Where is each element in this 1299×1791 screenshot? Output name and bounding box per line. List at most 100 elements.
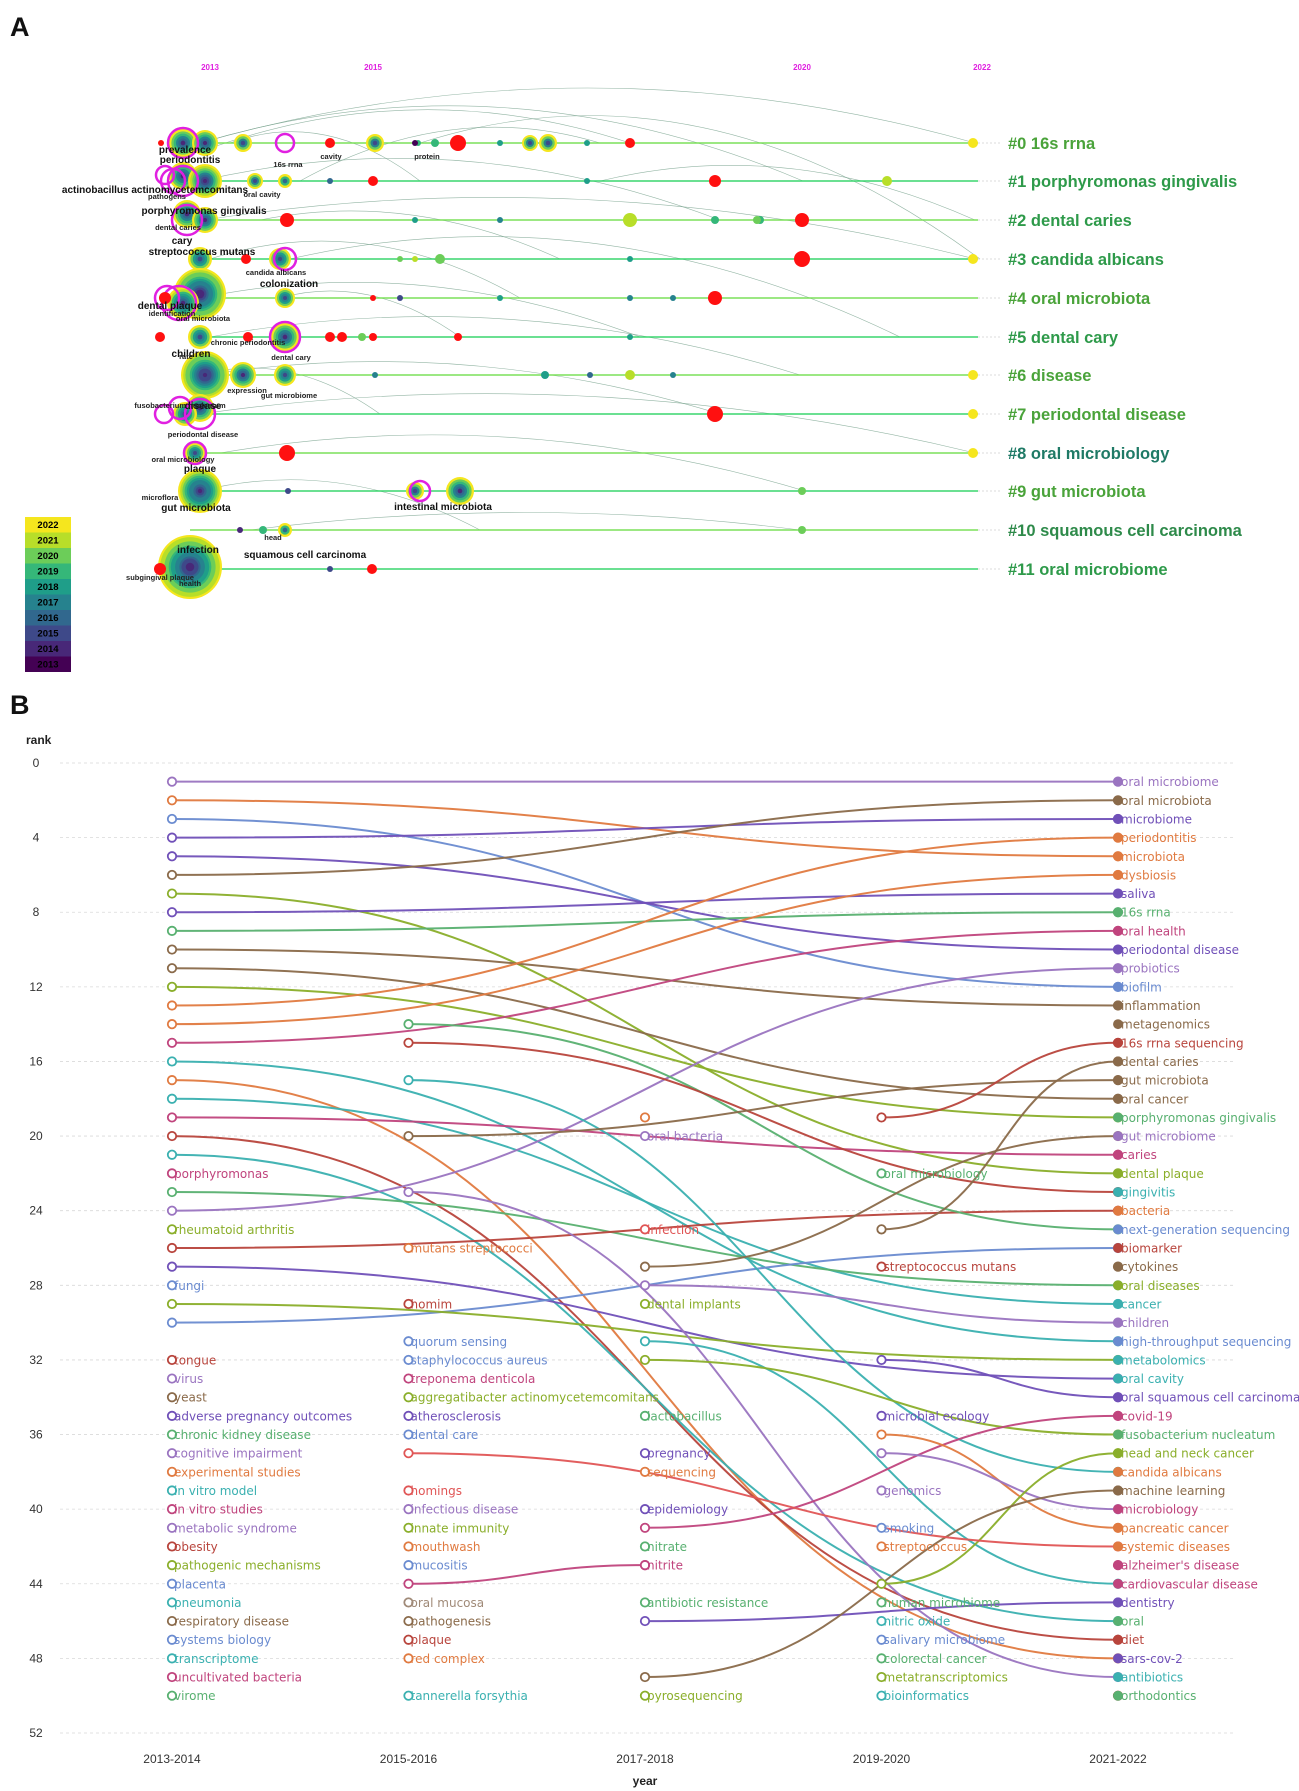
small-node-15 (627, 334, 633, 340)
col-2021-point-cardiovascular-disease (1113, 1578, 1123, 1589)
series-line-saliva (171, 817, 1119, 839)
legend-swatch-2021 (25, 532, 71, 548)
citation-arc-6 (199, 282, 641, 338)
cluster-label-5: #5 dental cary (1008, 329, 1119, 347)
citation-arc-0 (199, 87, 976, 144)
bump-labels: porphyromonas rheumatoid arthritis fungi to… (166, 775, 1299, 1703)
small-node-21 (285, 488, 291, 494)
series-line-antibiotics (881, 1452, 1119, 1585)
small-node-24 (327, 566, 333, 572)
col-2013-point-pneumonia (166, 1597, 178, 1608)
col-2015-point-atherosclerosis (403, 1410, 414, 1421)
col-2021-label-biofilm: biofilm (1121, 980, 1162, 994)
col-2013-point-yeast (166, 1392, 178, 1403)
col-2019-label-salivary-microbiome: salivary microbiome (884, 1633, 1006, 1647)
series-point-pancreatic-cancer-0 (876, 1429, 887, 1440)
col-2015-label-aggregatibacter-actinomycetemcomitans: aggregatibacter actinomycetemcomitans (411, 1391, 659, 1405)
series-point-diet-0 (876, 1354, 887, 1366)
keyword-node-9 (188, 325, 212, 349)
series-point-bacteria-0 (166, 1075, 178, 1086)
term-plaque: plaque (184, 464, 217, 475)
series-line-machine-learning (644, 1414, 1119, 1529)
series-point-candida-albicans-0 (403, 1075, 414, 1086)
burst-ring-4 (183, 397, 217, 431)
col-2021-point-orthodontics (1113, 1690, 1123, 1701)
col-2021-label-alzheimer-s-disease: alzheimer's disease (1121, 1559, 1239, 1573)
col-2021-point-16s-rrna (1113, 907, 1123, 918)
keyword-node-26 (278, 174, 292, 188)
series-point-oral-health-0 (166, 1019, 178, 1030)
series-point-oral-bacteria-0 (639, 1112, 651, 1123)
col-2013-label-obesity: obesity (174, 1540, 218, 1554)
red-node-19 (241, 254, 251, 264)
series-line-oral-cavity (881, 1060, 1119, 1231)
red-node-16 (154, 563, 166, 575)
col-2013-label-cognitive-impairment: cognitive impairment (174, 1447, 303, 1461)
term-squamous-cell-carcinoma: squamous cell carcinoma (244, 550, 367, 561)
term-microflora: microflora (142, 493, 180, 502)
y-tick-16: 16 (29, 1054, 43, 1068)
burst-ring-0 (166, 126, 200, 160)
y-tick-52: 52 (29, 1726, 43, 1740)
legend-swatch-2019 (25, 563, 71, 579)
small-node-26 (882, 176, 892, 186)
col-2021-label-oral: oral (1121, 1615, 1144, 1629)
col-2013-point-fungi (166, 1280, 178, 1291)
small-node-37 (431, 139, 439, 147)
col-2015-label-red-complex: red complex (411, 1652, 485, 1666)
citation-arc-11 (199, 479, 481, 531)
series-point-oral-diseases-0 (403, 1578, 414, 1589)
col-2021-point-porphyromonas-gingivalis (1113, 1112, 1123, 1123)
col-2015-label-pathogenesis: pathogenesis (411, 1615, 491, 1629)
col-2015-point-homings (403, 1485, 414, 1496)
col-2021-point-metagenomics (1113, 1019, 1123, 1030)
col-2013-label-virome: virome (174, 1689, 216, 1703)
term-candida-albicans: candida albicans (246, 268, 306, 277)
col-2021-label-cancer: cancer (1121, 1297, 1162, 1311)
y-tick-8: 8 (33, 905, 40, 919)
col-2019-label-nitric-oxide: nitric oxide (884, 1615, 951, 1629)
col-2013-point-in-vitro-model (166, 1485, 178, 1496)
col-2021-label-machine-learning: machine learning (1121, 1484, 1225, 1498)
series-point-cancer-0 (166, 1149, 178, 1160)
cluster-label-8: #8 oral microbiology (1008, 445, 1170, 463)
series-point-gingivitis-0 (166, 1056, 178, 1067)
legend-year-2016: 2016 (37, 613, 58, 624)
x-tick-2015-2016: 2015-2016 (380, 1752, 438, 1766)
citation-arc-1 (199, 105, 804, 182)
series-point-oral-cancer-0 (639, 1261, 651, 1272)
col-2021-point-head-and-neck-cancer (1113, 1448, 1123, 1459)
col-2013-label-systems-biology: systems biology (174, 1633, 271, 1647)
col-2015-point-quorum-sensing (403, 1336, 414, 1347)
col-2019-point-bioinformatics (876, 1690, 887, 1701)
y-tick-12: 12 (29, 980, 43, 994)
col-2015-label-homings: homings (411, 1484, 462, 1498)
red-node-20 (243, 332, 253, 342)
series-line-next-generation-sequencing (171, 1265, 1119, 1380)
col-2017-point-sequencing (639, 1466, 651, 1477)
col-2021-label-oral-diseases: oral diseases (1121, 1279, 1200, 1293)
col-2015-point-infectious-disease (403, 1504, 414, 1515)
keyword-node-7 (174, 268, 226, 320)
legend-year-2018: 2018 (37, 582, 58, 593)
keyword-node-21 (446, 477, 474, 505)
col-2021-point-antibiotics (1113, 1672, 1123, 1682)
col-2015-label-plaque: plaque (411, 1633, 452, 1647)
series-point-oral-squamous-cell-carcinoma-0 (166, 1317, 178, 1328)
col-2013-label-adverse-pregnancy-outcomes: adverse pregnancy outcomes (174, 1409, 352, 1423)
y-tick-20: 20 (29, 1129, 43, 1143)
small-node-22 (798, 487, 806, 495)
burst-ring-12 (154, 164, 176, 186)
col-2021-point-bacteria (1113, 1205, 1123, 1216)
col-2013-point-uncultivated-bacteria (166, 1671, 178, 1683)
col-2015-label-homim: homim (411, 1297, 453, 1311)
col-2021-label-oral-health: oral health (1121, 924, 1186, 938)
col-2017-point-infection (639, 1224, 651, 1235)
red-node-15 (367, 564, 377, 574)
keyword-node-15 (158, 535, 222, 599)
col-2021-label-16s-rrna: 16s rrna (1121, 906, 1171, 920)
col-2021-point-inflammation (1113, 1000, 1123, 1011)
col-2021-point-gut-microbiota (1113, 1075, 1123, 1086)
small-node-18 (541, 371, 549, 379)
